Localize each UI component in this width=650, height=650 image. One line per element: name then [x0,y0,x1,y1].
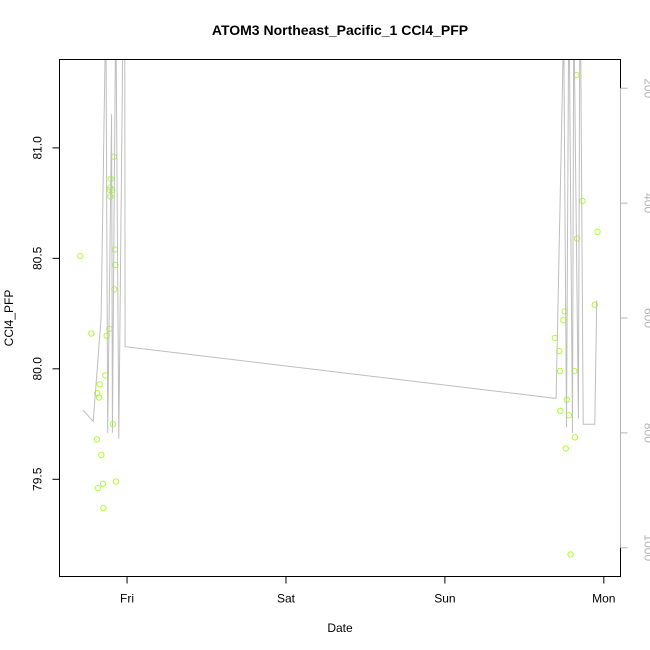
left-axis: 79.5 80.0 80.5 81.0 [31,136,60,491]
left-tick-label: 80.0 [31,357,45,381]
bottom-tick-label: Fri [120,592,134,606]
bottom-axis: Fri Sat Sun Mon [120,576,615,606]
data-point [77,252,84,260]
bottom-tick-label: Sun [434,592,455,606]
left-tick-label: 81.0 [31,136,45,160]
data-point [109,420,117,428]
data-point [98,451,105,459]
plot-data [77,59,601,558]
data-point [571,434,579,441]
right-tick-label: 1000 [642,534,650,561]
data-point [94,484,102,492]
data-point [594,228,601,236]
data-point [93,436,101,443]
right-tick-label: 600 [642,308,650,328]
data-point [96,381,103,388]
data-point [99,480,107,487]
data-point [112,478,120,485]
right-tick-label: 200 [642,78,650,98]
right-tick-label: 400 [642,193,650,213]
pressure-line [82,59,598,439]
data-point [557,407,564,414]
data-point [579,197,586,205]
data-point [100,504,107,512]
data-point [591,301,598,308]
data-point [88,330,95,337]
data-point [561,308,568,315]
x-axis-label: Date [327,621,353,635]
data-point [109,186,116,194]
plot-frame [59,59,621,577]
data-point [573,235,581,242]
data-point [95,394,103,401]
right-axis: 200 400 600 800 1000 [620,78,650,561]
data-point [111,246,119,253]
data-point [556,367,564,375]
data-point [551,334,559,342]
chart-title: ATOM3 Northeast_Pacific_1 CCl4_PFP [212,22,468,38]
right-tick-label: 800 [642,423,650,443]
data-point [567,551,574,558]
data-point [562,445,569,452]
bottom-tick-label: Sat [277,592,296,606]
y-axis-label: CCl4_PFP [2,290,16,347]
data-point [103,332,110,339]
left-tick-label: 79.5 [31,467,45,491]
data-point [560,317,567,324]
left-tick-label: 80.5 [31,246,45,270]
bottom-tick-label: Mon [592,592,615,606]
